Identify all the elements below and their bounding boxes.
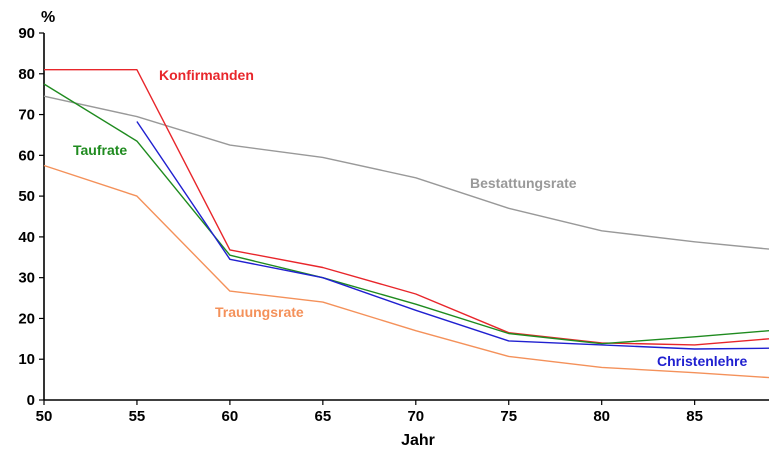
series-lines (43, 68, 770, 379)
x-tick-label: 60 (222, 408, 239, 425)
series-label-christenlehre: Christenlehre (657, 353, 747, 369)
x-tick-label: 80 (593, 408, 610, 425)
y-axis-title: % (41, 9, 55, 26)
x-axis-title: Jahr (401, 432, 435, 449)
series-label-taufrate: Taufrate (73, 142, 127, 158)
y-tick-label: 90 (18, 25, 35, 42)
x-tick-label: 85 (686, 408, 703, 425)
series-line-christenlehre (136, 121, 770, 350)
series-label-konfirmanden: Konfirmanden (159, 67, 254, 83)
y-tick-label: 0 (27, 392, 35, 409)
series-line-taufrate (43, 83, 770, 345)
y-tick-label: 30 (18, 270, 35, 287)
y-tick-label: 60 (18, 147, 35, 164)
y-tick-label: 40 (18, 229, 35, 246)
x-tick-label: 65 (315, 408, 332, 425)
x-tick-label: 55 (129, 408, 146, 425)
x-tick-label: 50 (36, 408, 53, 425)
series-line-bestattungsrate (43, 95, 770, 250)
y-tick-label: 20 (18, 310, 35, 327)
y-tick-label: 80 (18, 66, 35, 83)
y-tick-label: 70 (18, 107, 35, 124)
y-tick-label: 50 (18, 188, 35, 205)
series-line-trauungsrate (43, 164, 770, 379)
x-axis: 50 55 60 65 70 75 80 85 (36, 399, 769, 425)
x-tick-label: 70 (407, 408, 424, 425)
series-label-bestattungsrate: Bestattungsrate (470, 175, 577, 191)
y-tick-label: 10 (18, 351, 35, 368)
series-labels: Bestattungsrate Konfirmanden Taufrate Chris… (73, 67, 747, 369)
series-label-trauungsrate: Trauungsrate (215, 304, 304, 320)
y-axis: 0 10 20 30 40 50 60 70 80 90 (18, 25, 45, 409)
x-tick-label: 75 (500, 408, 517, 425)
series-line-konfirmanden (44, 68, 770, 346)
